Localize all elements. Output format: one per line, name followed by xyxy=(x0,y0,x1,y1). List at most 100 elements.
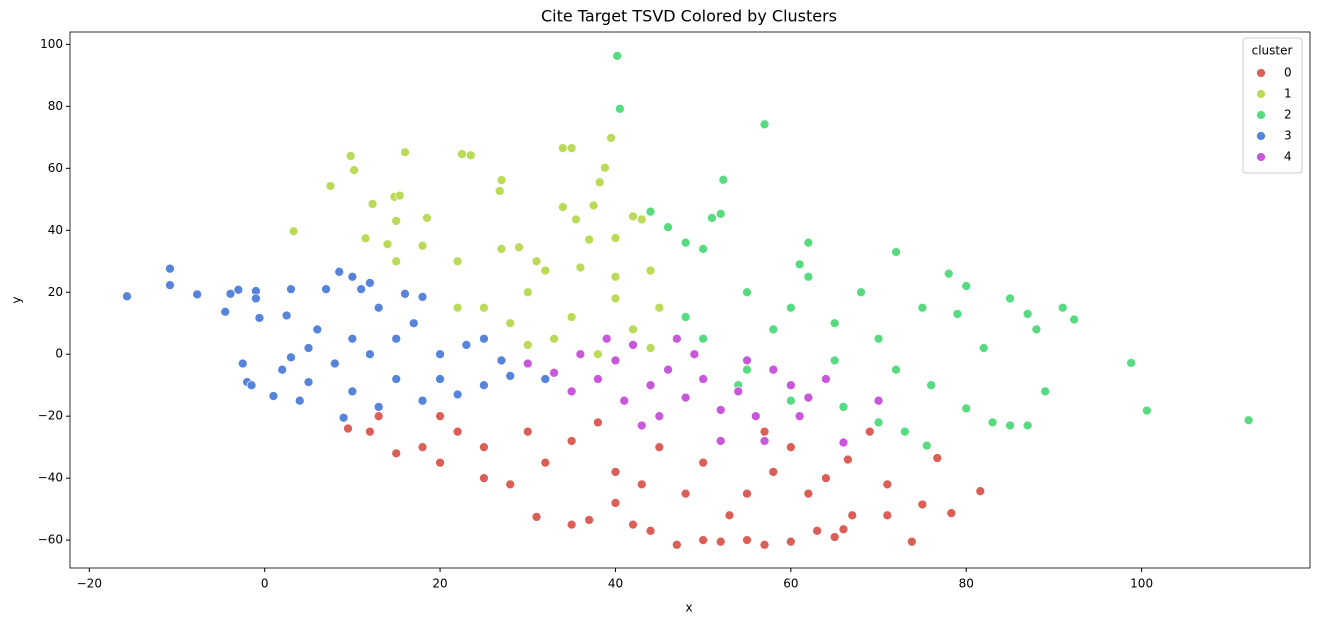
point xyxy=(821,473,831,484)
point xyxy=(338,412,349,423)
point xyxy=(601,333,612,344)
point xyxy=(961,281,972,291)
point xyxy=(698,244,709,254)
point xyxy=(838,524,849,535)
point xyxy=(422,213,432,223)
point xyxy=(233,284,244,295)
point xyxy=(452,389,463,400)
point xyxy=(926,380,937,391)
point xyxy=(636,214,647,225)
point xyxy=(628,340,638,350)
point xyxy=(329,358,340,369)
point xyxy=(268,391,279,401)
point xyxy=(566,436,577,446)
point xyxy=(356,284,366,295)
point xyxy=(391,333,402,344)
point xyxy=(803,271,814,282)
legend-marker xyxy=(1256,131,1266,141)
point xyxy=(628,211,638,222)
point xyxy=(759,426,770,437)
point xyxy=(803,392,814,403)
point xyxy=(400,288,410,299)
point xyxy=(566,312,577,322)
point xyxy=(785,302,796,313)
point xyxy=(882,510,893,521)
point xyxy=(975,486,986,497)
point xyxy=(619,395,630,406)
point xyxy=(584,515,595,525)
point xyxy=(610,271,621,282)
x-tick-label: −20 xyxy=(77,577,102,591)
point xyxy=(829,318,840,329)
point xyxy=(408,318,419,329)
point xyxy=(479,302,489,313)
point xyxy=(435,411,445,422)
point xyxy=(391,256,402,267)
point xyxy=(645,343,656,353)
axes-frame xyxy=(69,31,1311,569)
legend-marker xyxy=(1256,152,1266,162)
point xyxy=(829,532,840,542)
point xyxy=(286,284,296,295)
point xyxy=(557,143,568,154)
point xyxy=(671,539,682,550)
y-tick-label: 20 xyxy=(48,285,63,299)
point xyxy=(479,473,489,484)
point xyxy=(225,288,236,299)
point xyxy=(663,222,673,233)
point xyxy=(645,206,656,217)
point xyxy=(943,268,954,279)
legend-label: 1 xyxy=(1284,87,1292,101)
point xyxy=(540,265,551,276)
point xyxy=(645,380,656,391)
point xyxy=(417,240,428,251)
point xyxy=(303,377,314,387)
point xyxy=(689,349,700,360)
point xyxy=(946,508,957,519)
point xyxy=(610,293,621,304)
point xyxy=(628,519,638,530)
point xyxy=(365,278,375,288)
point xyxy=(452,426,463,437)
point xyxy=(785,395,796,406)
y-tick-label: 40 xyxy=(48,223,63,237)
point xyxy=(417,395,428,406)
legend-box xyxy=(1242,37,1303,174)
point xyxy=(494,186,505,196)
point xyxy=(768,467,779,477)
point xyxy=(628,324,638,335)
point xyxy=(479,333,489,344)
point xyxy=(742,488,752,499)
point xyxy=(680,488,691,499)
point xyxy=(505,371,516,381)
point xyxy=(873,417,884,428)
point xyxy=(347,333,358,344)
point xyxy=(829,355,840,366)
point xyxy=(593,374,603,384)
point xyxy=(610,467,621,477)
point xyxy=(606,133,616,143)
point xyxy=(645,525,656,536)
point xyxy=(1040,386,1051,397)
point xyxy=(571,214,581,225)
point xyxy=(838,402,849,412)
point xyxy=(864,426,875,437)
point xyxy=(742,535,752,545)
legend-label: 4 xyxy=(1284,150,1292,164)
point xyxy=(612,51,623,61)
point xyxy=(768,324,779,335)
point xyxy=(303,343,314,353)
point xyxy=(254,313,265,323)
point xyxy=(566,519,577,530)
x-tick-label: 20 xyxy=(432,577,447,591)
point xyxy=(566,143,577,154)
point xyxy=(610,498,621,508)
point xyxy=(759,539,770,550)
x-tick-label: 60 xyxy=(783,577,798,591)
point xyxy=(417,292,428,302)
point xyxy=(821,374,831,384)
point xyxy=(742,364,752,375)
x-tick-label: 0 xyxy=(261,577,269,591)
point xyxy=(343,423,353,434)
